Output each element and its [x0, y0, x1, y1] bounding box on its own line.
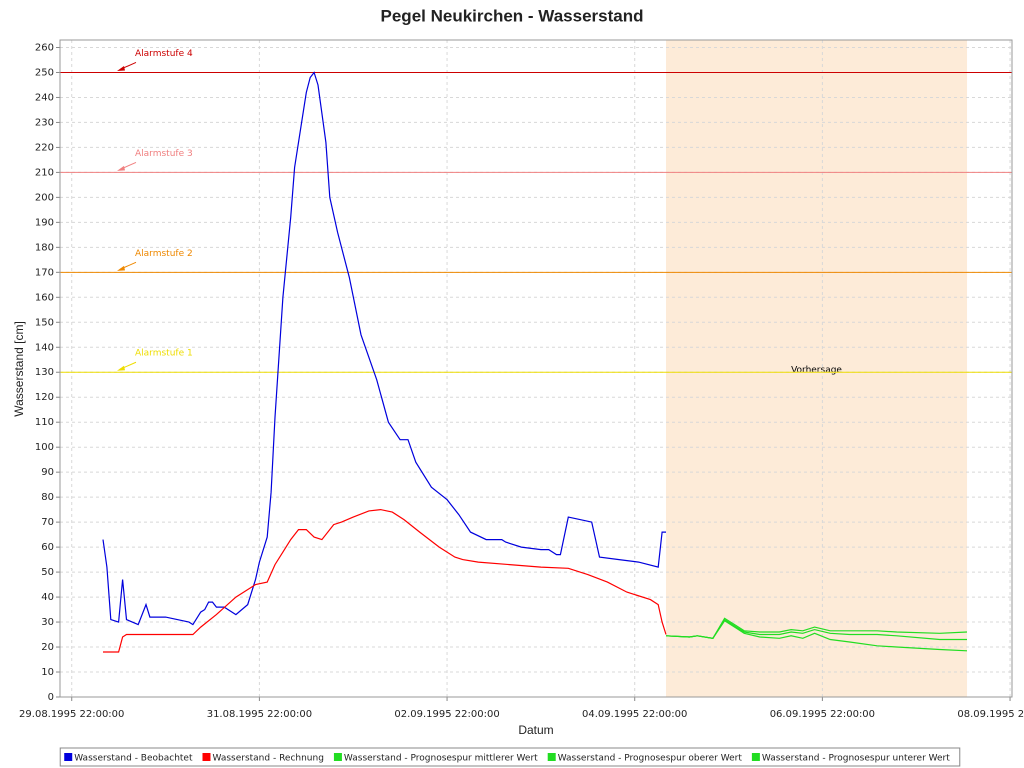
forecast-label: Vorhersage: [791, 366, 842, 376]
y-tick-label: 50: [41, 567, 54, 578]
y-tick-label: 220: [35, 142, 54, 153]
y-tick-label: 130: [35, 367, 54, 378]
chart-title: Pegel Neukirchen - Wasserstand: [381, 6, 644, 25]
threshold-arrowhead: [117, 365, 125, 371]
y-tick-label: 160: [35, 292, 54, 303]
threshold-arrowhead: [117, 65, 125, 71]
y-tick-label: 120: [35, 392, 54, 403]
threshold-arrowhead: [117, 165, 125, 171]
y-tick-label: 200: [35, 192, 54, 203]
threshold-label: Alarmstufe 1: [135, 349, 193, 359]
y-tick-label: 80: [41, 492, 54, 503]
y-axis-title: Wasserstand [cm]: [12, 321, 26, 417]
y-tick-label: 10: [41, 667, 54, 678]
legend-swatch: [547, 753, 556, 761]
y-tick-label: 180: [35, 242, 54, 253]
y-tick-label: 170: [35, 267, 54, 278]
y-tick-label: 70: [41, 517, 54, 528]
y-tick-label: 240: [35, 92, 54, 103]
legend-swatch: [751, 753, 760, 761]
legend-label: Wasserstand - Beobachtet: [74, 754, 193, 764]
x-tick-label: 06.09.1995 22:00:00: [770, 709, 875, 720]
y-tick-label: 100: [35, 442, 54, 453]
threshold-arrowhead: [117, 265, 125, 271]
x-tick-label: 31.08.1995 22:00:00: [207, 709, 312, 720]
y-tick-label: 260: [35, 42, 54, 53]
y-tick-label: 210: [35, 167, 54, 178]
series-line: [102, 71, 666, 626]
legend-swatch: [64, 753, 73, 761]
y-tick-label: 110: [35, 417, 54, 428]
series-line: [665, 619, 968, 652]
y-tick-label: 230: [35, 117, 54, 128]
legend-label: Wasserstand - Prognosespur oberer Wert: [558, 754, 743, 764]
y-tick-label: 150: [35, 317, 54, 328]
threshold-label: Alarmstufe 4: [135, 49, 193, 59]
y-tick-label: 20: [41, 642, 54, 653]
legend-box: [59, 747, 961, 767]
series-line: [103, 508, 667, 653]
legend-label: Wasserstand - Prognosespur mittlerer Wer…: [344, 754, 538, 764]
x-tick-label: 08.09.1995 22:00:00: [957, 709, 1024, 720]
legend-swatch: [333, 753, 342, 761]
x-tick-label: 02.09.1995 22:00:00: [394, 709, 499, 720]
x-axis-title: Datum: [518, 723, 553, 737]
threshold-label: Alarmstufe 2: [135, 249, 193, 259]
y-tick-label: 140: [35, 342, 54, 353]
y-tick-label: 30: [41, 617, 54, 628]
y-tick-label: 250: [35, 67, 54, 78]
y-tick-label: 60: [41, 542, 54, 553]
legend-label: Wasserstand - Rechnung: [212, 754, 323, 764]
forecast-region: [665, 40, 968, 697]
y-tick-label: 190: [35, 217, 54, 228]
y-tick-label: 0: [48, 692, 54, 703]
legend-swatch: [202, 753, 211, 761]
x-tick-label: 04.09.1995 22:00:00: [582, 709, 687, 720]
plot-border: [59, 39, 1013, 698]
y-tick-label: 40: [41, 592, 54, 603]
threshold-label: Alarmstufe 3: [135, 149, 193, 159]
legend: Wasserstand - Beobachtet Wasserstand - Re…: [59, 747, 961, 767]
legend-label: Wasserstand - Prognosespur unterer Wert: [762, 754, 950, 764]
y-tick-label: 90: [41, 467, 54, 478]
x-tick-label: 29.08.1995 22:00:00: [19, 709, 124, 720]
